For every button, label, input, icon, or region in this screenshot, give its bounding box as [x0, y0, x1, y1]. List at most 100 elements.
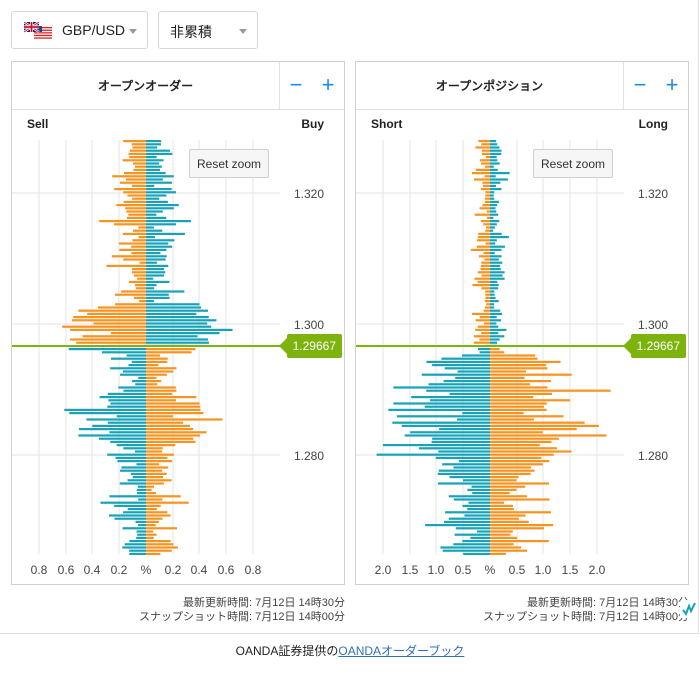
histogram-bar: [490, 485, 526, 488]
histogram-bar: [490, 146, 500, 149]
histogram-bar: [490, 383, 531, 386]
histogram-bar: [146, 376, 157, 379]
histogram-bar: [116, 204, 146, 207]
histogram-bar: [431, 440, 490, 443]
histogram-bar: [99, 220, 146, 223]
histogram-bar: [129, 549, 146, 552]
histogram-bar: [432, 364, 490, 367]
x-tick-label: 1.5: [561, 563, 579, 577]
histogram-bar: [117, 460, 146, 463]
histogram-bar: [479, 207, 490, 210]
histogram-bar: [490, 229, 493, 232]
histogram-bar: [490, 549, 528, 552]
histogram-bar: [131, 184, 146, 187]
histogram-bar: [483, 223, 490, 226]
histogram-bar: [146, 444, 176, 447]
histogram-bar: [490, 264, 501, 267]
histogram-bar: [146, 191, 176, 194]
histogram-bar: [146, 188, 172, 191]
reset-zoom-button[interactable]: Reset zoom: [189, 149, 269, 178]
histogram-bar: [428, 383, 490, 386]
histogram-bar: [485, 293, 490, 296]
histogram-bar: [146, 357, 168, 360]
histogram-bar: [146, 383, 158, 386]
panel-title: オープンオーダー: [12, 62, 280, 110]
histogram-bar: [126, 216, 146, 219]
histogram-bar: [115, 456, 146, 459]
histogram-bar: [134, 165, 146, 168]
histogram-bar: [133, 274, 146, 277]
histogram-bar: [490, 210, 497, 213]
zoom-in-button[interactable]: +: [312, 62, 344, 110]
histogram-bar: [485, 296, 490, 299]
open-orders-chart[interactable]: [12, 62, 346, 586]
histogram-bar: [146, 229, 163, 232]
histogram-bar: [490, 277, 505, 280]
histogram-bar: [146, 485, 154, 488]
histogram-bar: [146, 431, 207, 434]
zoom-in-button[interactable]: +: [656, 62, 688, 110]
histogram-bar: [86, 418, 146, 421]
histogram-bar: [146, 178, 163, 181]
reset-zoom-button[interactable]: Reset zoom: [533, 149, 613, 178]
histogram-bar: [490, 197, 495, 200]
zoom-out-button[interactable]: −: [624, 62, 656, 110]
histogram-bar: [490, 508, 514, 511]
histogram-bar: [490, 447, 558, 450]
histogram-bar: [480, 220, 490, 223]
histogram-bar: [490, 156, 497, 159]
histogram-bar: [490, 453, 554, 456]
histogram-bar: [139, 300, 146, 303]
histogram-bar: [146, 418, 223, 421]
histogram-bar: [146, 146, 158, 149]
histogram-bar: [146, 549, 172, 552]
x-tick-label: 2.0: [374, 563, 392, 577]
histogram-bar: [490, 309, 501, 312]
histogram-bar: [123, 200, 146, 203]
histogram-bar: [490, 520, 529, 523]
histogram-bar: [137, 485, 146, 488]
histogram-bar: [453, 543, 490, 546]
histogram-bar: [490, 149, 502, 152]
histogram-bar: [146, 223, 177, 226]
histogram-bar: [490, 325, 499, 328]
histogram-bar: [490, 408, 547, 411]
histogram-bar: [490, 437, 559, 440]
histogram-bar: [146, 290, 185, 293]
histogram-bar: [470, 536, 490, 539]
zoom-out-button[interactable]: −: [280, 62, 312, 110]
histogram-bar: [146, 197, 160, 200]
histogram-bar: [146, 392, 173, 395]
open-positions-chart[interactable]: [356, 62, 690, 586]
histogram-bar: [481, 162, 490, 165]
histogram-bar: [490, 466, 532, 469]
histogram-bar: [110, 332, 146, 335]
histogram-bar: [472, 312, 490, 315]
histogram-bar: [430, 399, 490, 402]
mode-select[interactable]: 非累積: [158, 11, 258, 49]
currency-pair-select[interactable]: GBP/USD: [11, 11, 148, 49]
histogram-bar: [138, 498, 146, 501]
histogram-bar: [490, 504, 513, 507]
histogram-bar: [115, 303, 146, 306]
histogram-bar: [477, 236, 490, 239]
histogram-bar: [136, 463, 146, 466]
histogram-bar: [490, 284, 499, 287]
histogram-bar: [128, 152, 146, 155]
histogram-bar: [484, 175, 490, 178]
widget-frame: [0, 0, 699, 634]
histogram-bar: [72, 319, 146, 322]
histogram-bar: [146, 216, 167, 219]
histogram-bar: [490, 469, 535, 472]
histogram-bar: [443, 520, 490, 523]
histogram-bar: [135, 520, 146, 523]
oanda-orderbook-link[interactable]: OANDAオーダーブック: [338, 644, 465, 658]
histogram-bar: [490, 245, 505, 248]
histogram-bar: [146, 552, 161, 555]
histogram-bar: [473, 341, 490, 344]
histogram-bar: [485, 226, 490, 229]
histogram-bar: [69, 412, 146, 415]
histogram-bar: [119, 248, 146, 251]
histogram-bar: [124, 543, 146, 546]
histogram-bar: [490, 517, 519, 520]
